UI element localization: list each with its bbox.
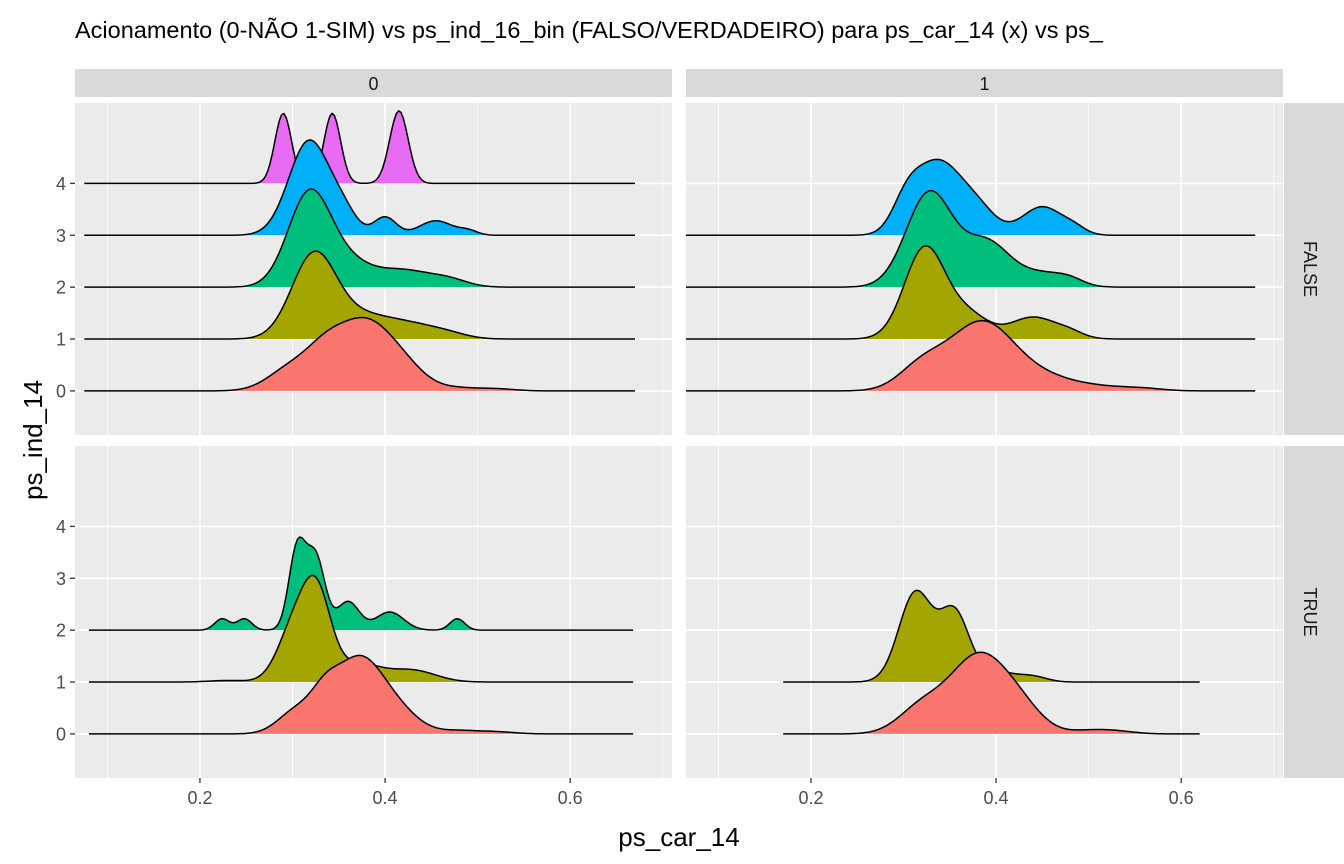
y-tick-label: 2: [56, 278, 66, 298]
x-tick-label: 0.2: [798, 788, 823, 808]
ridge-line-level-0: [84, 316, 635, 392]
ridge-line-level-4: [84, 109, 635, 185]
ridge-line-level-0: [686, 319, 1256, 392]
facet-label-row-true: TRUE: [1300, 588, 1320, 637]
facet-label-col-0: 0: [368, 74, 378, 94]
panels-layer: 0 1 FALSE TRUE 0 1 2 3 4 0 1 2 3 4 0.2 0.4 0.6 0.2 0.4 0.6: [56, 69, 1344, 808]
ridge-line-level-3: [84, 139, 635, 237]
ridge-line-level-2: [84, 188, 635, 288]
x-tick-label: 0.6: [558, 788, 583, 808]
ridge-line-level-1: [84, 250, 635, 340]
y-tick-label: 0: [56, 724, 66, 744]
y-tick-label: 3: [56, 569, 66, 589]
ridge-area-level-2: [84, 189, 635, 288]
ridge-line-level-1: [686, 244, 1256, 340]
ridge-area-level-0: [686, 320, 1256, 391]
y-tick-label: 1: [56, 330, 66, 350]
y-tick-label: 4: [56, 517, 66, 537]
x-tick-label: 0.6: [1169, 788, 1194, 808]
facet-label-row-false: FALSE: [1300, 241, 1320, 297]
ridge-area-level-3: [686, 159, 1256, 236]
facet-strip-row-true: [1284, 446, 1344, 778]
facet-label-col-1: 1: [979, 74, 989, 94]
ridge-area-level-0: [783, 652, 1200, 734]
y-tick-label: 3: [56, 226, 66, 246]
ridge-area-level-1: [686, 245, 1256, 340]
y-tick-label: 4: [56, 174, 66, 194]
y-tick-label: 0: [56, 381, 66, 401]
x-axis-label: ps_car_14: [618, 822, 739, 852]
facet-strip-col-1: [686, 69, 1283, 97]
ridge-line-level-2: [686, 189, 1256, 288]
ridges-0-true: [88, 536, 634, 735]
facet-strip-col-0: [75, 69, 672, 97]
ridges-1-true: [783, 589, 1200, 735]
y-tick-label: 2: [56, 621, 66, 641]
ridge-line-level-0: [783, 651, 1200, 735]
x-tick-label: 0.2: [187, 788, 212, 808]
y-tick-label: 1: [56, 673, 66, 693]
ridges-1-false: [686, 158, 1256, 392]
x-tick-label: 0.4: [984, 788, 1009, 808]
x-tick-label: 0.4: [373, 788, 398, 808]
ridge-line-level-2: [88, 536, 634, 631]
chart-title: Acionamento (0-NÃO 1-SIM) vs ps_ind_16_b…: [75, 17, 1104, 43]
ridge-area-level-0: [84, 317, 635, 391]
y-axis-label: ps_ind_14: [18, 380, 48, 500]
ridge-line-level-3: [686, 158, 1256, 237]
ridge-area-level-2: [686, 190, 1256, 288]
facet-strip-row-false: [1284, 103, 1344, 435]
ridge-line-level-0: [88, 654, 634, 735]
ridges-0-false: [84, 109, 635, 392]
ridge-area-level-0: [88, 655, 634, 734]
